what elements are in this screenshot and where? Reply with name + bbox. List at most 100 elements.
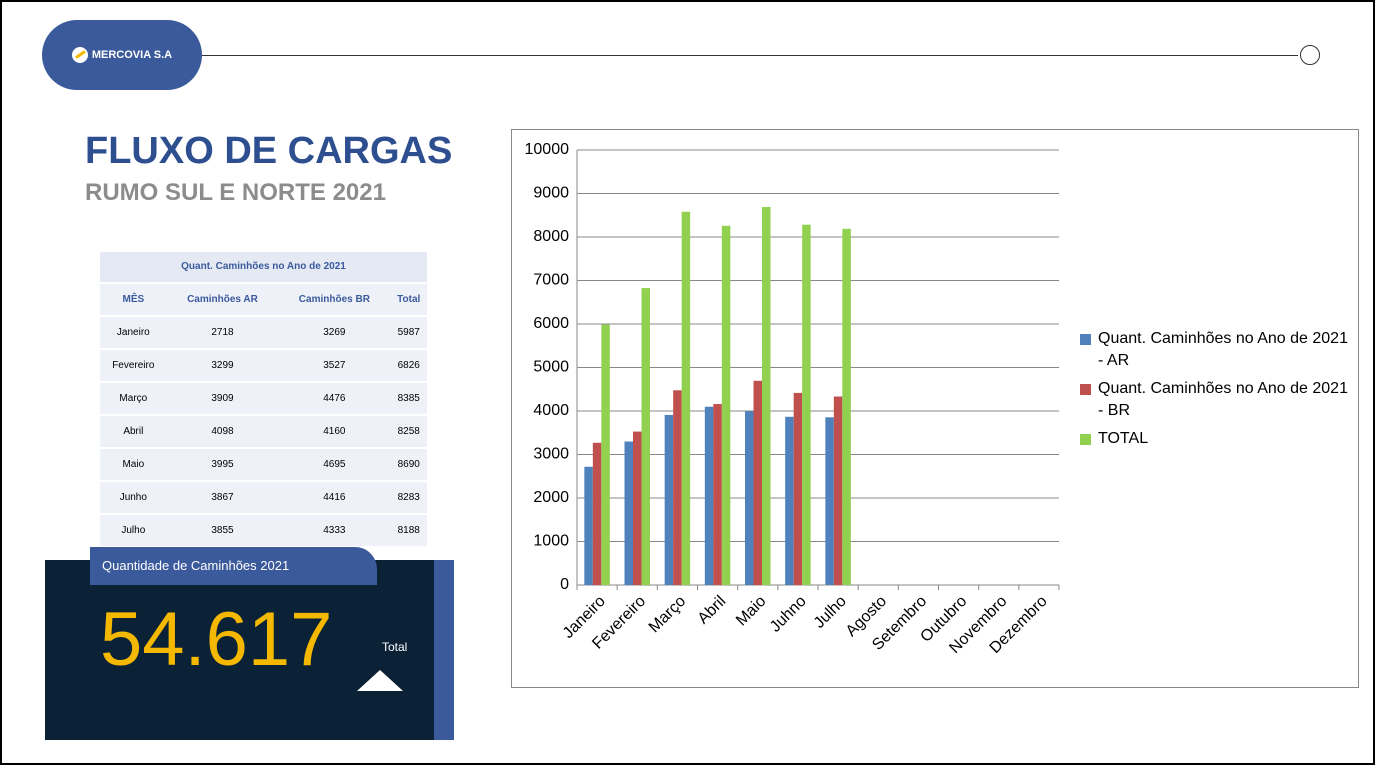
y-tick-label: 3000 [533, 446, 569, 463]
logo-icon [71, 47, 88, 63]
table-cell: 3269 [278, 316, 391, 350]
table-cell: 3909 [166, 382, 279, 416]
table-cell: 8258 [390, 415, 427, 449]
bar [745, 411, 754, 585]
legend-label: TOTAL [1098, 430, 1149, 447]
table-cell: 4476 [278, 382, 391, 416]
chart-frame [511, 129, 1359, 688]
legend-swatch [1080, 334, 1091, 345]
legend-item: TOTAL [1080, 428, 1355, 450]
kpi-arrow [357, 670, 403, 691]
legend-swatch [1080, 384, 1091, 395]
kpi-stripe [434, 560, 454, 740]
logo: MERCOVIA S.A [42, 20, 202, 90]
bar [633, 431, 642, 585]
table-cell: 3299 [166, 349, 279, 383]
y-tick-label: 2000 [533, 489, 569, 506]
kpi-note: Total [382, 640, 408, 654]
table-cell: 3867 [166, 481, 279, 515]
y-tick-label: 1000 [533, 533, 569, 550]
bar [713, 404, 722, 585]
table-cell: Julho [100, 514, 167, 548]
table-row: Janeiro 2718 3269 5987 [100, 316, 427, 350]
legend-item: Quant. Caminhões no Ano de 2021 - BR [1080, 378, 1355, 422]
table-cell: 8385 [390, 382, 427, 416]
bar [641, 288, 650, 585]
bar [785, 416, 794, 585]
table-row: Maio 3995 4695 8690 [100, 448, 427, 482]
bar [825, 417, 834, 585]
table-cell: 8188 [390, 514, 427, 548]
y-tick-label: 4000 [533, 402, 569, 419]
bar [753, 380, 762, 585]
header-ring [1300, 45, 1320, 65]
bar [721, 225, 731, 585]
column-header: Caminhões BR [278, 284, 391, 317]
table-cell: 8690 [390, 448, 427, 482]
bar [802, 224, 811, 585]
bar [842, 228, 851, 585]
table-cell: 4160 [278, 415, 391, 449]
legend-swatch [1080, 434, 1091, 445]
table-caption: Quant. Caminhões no Ano de 2021 [100, 252, 427, 284]
table-cell: Março [100, 382, 167, 416]
subtitle: RUMO SUL E NORTE 2021 [85, 179, 386, 206]
table-cell: Junho [100, 481, 167, 515]
table-header: MÊS Caminhões AR Caminhões BR Total [100, 284, 427, 317]
bar [833, 396, 843, 585]
column-header: MÊS [100, 284, 167, 317]
bar [601, 324, 610, 585]
y-tick-label: 9000 [533, 185, 569, 202]
bar [762, 206, 771, 586]
table-cell: 4333 [278, 514, 391, 548]
bar [592, 442, 602, 585]
table-cell: Abril [100, 415, 167, 449]
chart: 0 1000 2000 3000 4000 5000 6000 7000 8000 9000 100… [511, 129, 1359, 688]
kpi-card [45, 560, 454, 740]
header-rule [202, 55, 1298, 56]
bar [673, 390, 682, 585]
y-tick-label: 10000 [525, 141, 570, 158]
table-cell: 2718 [166, 316, 279, 350]
table-cell: 4695 [278, 448, 391, 482]
kpi-label: Quantidade de Caminhões 2021 [90, 547, 377, 585]
table-cell: 3527 [278, 349, 391, 383]
table-cell: Janeiro [100, 316, 167, 350]
table-cell: 4416 [278, 481, 391, 515]
table-body: Janeiro 2718 3269 5987 Fevereiro 3299 3527 6826… [100, 316, 427, 548]
y-tick-label: 0 [560, 576, 569, 593]
column-header: Total [390, 284, 427, 317]
legend-label: Quant. Caminhões no Ano de 2021 - AR [1098, 330, 1348, 369]
table-cell: 3995 [166, 448, 279, 482]
table-cell: 8283 [390, 481, 427, 515]
column-header: Caminhões AR [166, 284, 279, 317]
table-cell: 3855 [166, 514, 279, 548]
logo-text: MERCOVIA S.A [91, 49, 173, 61]
table-cell: 6826 [390, 349, 427, 383]
table-row: Março 3909 4476 8385 [100, 382, 427, 416]
table-cell: Maio [100, 448, 167, 482]
bar [793, 392, 803, 585]
bar [664, 414, 674, 585]
y-tick-label: 5000 [533, 359, 569, 376]
table-row: Junho 3867 4416 8283 [100, 481, 427, 515]
y-tick-label: 6000 [533, 315, 569, 332]
table-row: Fevereiro 3299 3527 6826 [100, 349, 427, 383]
y-tick-label: 8000 [533, 228, 569, 245]
data-table: Quant. Caminhões no Ano de 2021 MÊS Camin… [100, 252, 427, 548]
legend-label: Quant. Caminhões no Ano de 2021 - BR [1098, 380, 1348, 419]
legend-item: Quant. Caminhões no Ano de 2021 - AR [1080, 328, 1355, 372]
y-tick-label: 7000 [533, 272, 569, 289]
table-row: Julho 3855 4333 8188 [100, 514, 427, 548]
table-row: Abril 4098 4160 8258 [100, 415, 427, 449]
bar [704, 406, 714, 585]
title: FLUXO DE CARGAS [85, 130, 453, 172]
bar [624, 441, 633, 585]
bar [584, 466, 593, 585]
table-cell: Fevereiro [100, 349, 167, 383]
table-cell: 5987 [390, 316, 427, 350]
table-cell: 4098 [166, 415, 279, 449]
bar [681, 211, 691, 585]
kpi-value: 54.617 [100, 597, 333, 682]
